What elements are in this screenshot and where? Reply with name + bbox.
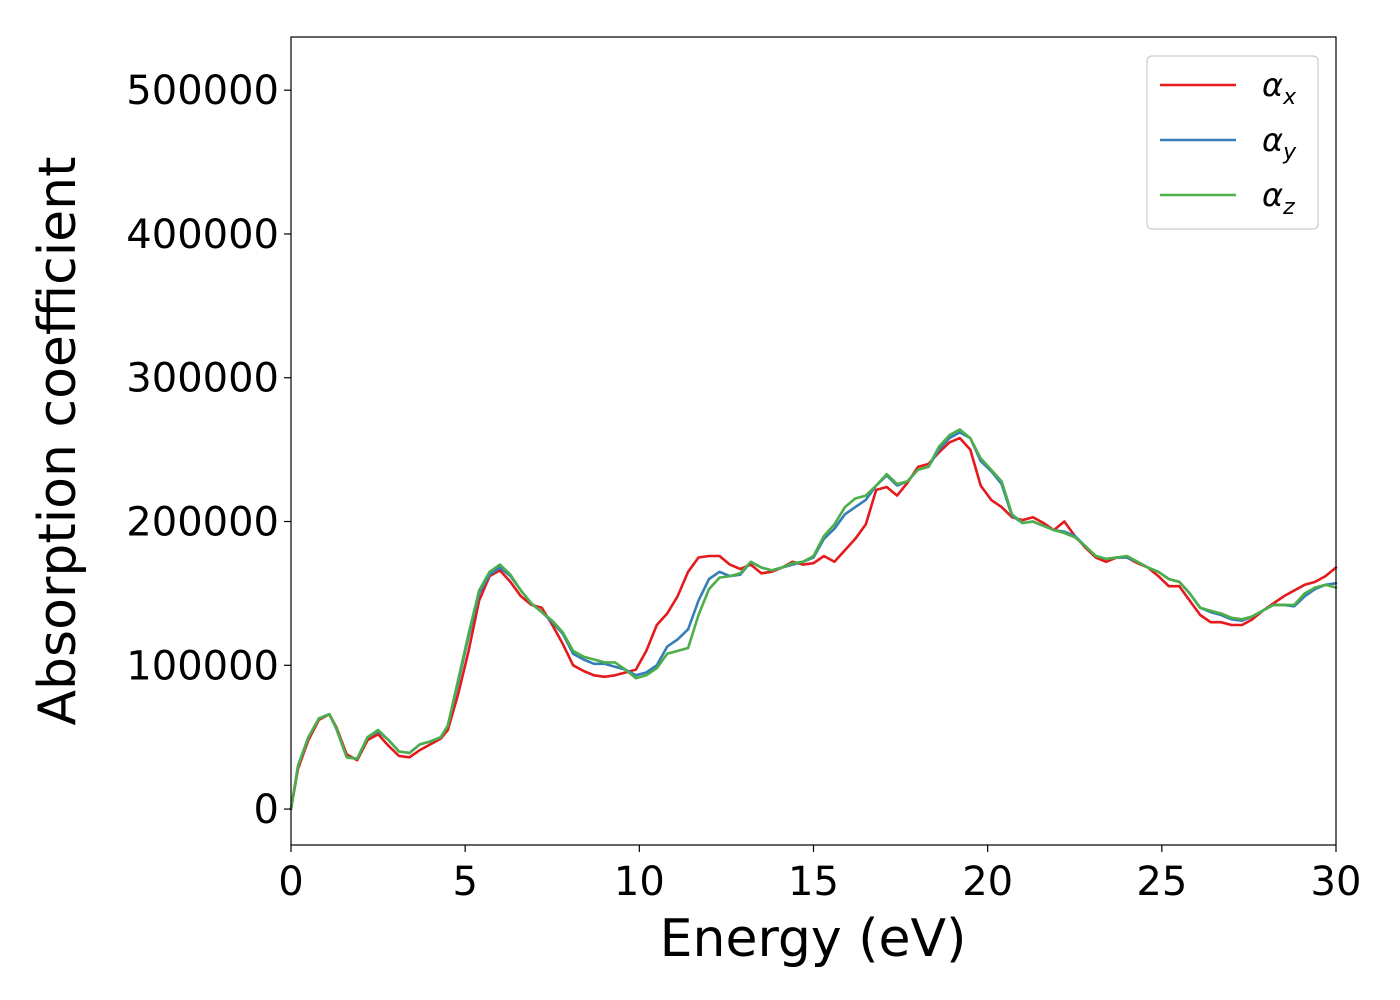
series-line-x xyxy=(289,436,1338,811)
x-axis-title: Energy (eV) xyxy=(660,909,967,969)
legend-box xyxy=(1146,55,1319,230)
y-tick-label: 100000 xyxy=(126,643,279,689)
x-tick-label: 10 xyxy=(614,859,665,905)
series-line-z xyxy=(289,428,1338,811)
legend-label-y: αy xyxy=(1262,121,1297,165)
x-tick-label: 5 xyxy=(452,859,477,905)
series-layer xyxy=(289,428,1338,811)
x-tick-label: 20 xyxy=(962,859,1013,905)
y-axis-ticks: 0 100000 200000 300000 400000 500000 xyxy=(126,68,291,833)
y-axis-title: Absorption coefficient xyxy=(28,156,88,725)
legend-label-x: αx xyxy=(1262,66,1297,110)
y-tick-label: 200000 xyxy=(126,500,279,546)
y-tick-label: 0 xyxy=(254,787,279,833)
y-tick-label: 300000 xyxy=(126,356,279,402)
x-tick-label: 0 xyxy=(278,859,303,905)
y-tick-label: 500000 xyxy=(126,68,279,114)
y-tick-label: 400000 xyxy=(126,212,279,258)
x-tick-label: 30 xyxy=(1311,859,1362,905)
legend-label-z: αz xyxy=(1262,176,1295,220)
x-tick-label: 15 xyxy=(788,859,839,905)
legend: αx αy αz xyxy=(1146,55,1319,230)
x-axis-ticks: 0 5 10 15 20 25 30 xyxy=(278,845,1361,905)
x-tick-label: 25 xyxy=(1136,859,1187,905)
